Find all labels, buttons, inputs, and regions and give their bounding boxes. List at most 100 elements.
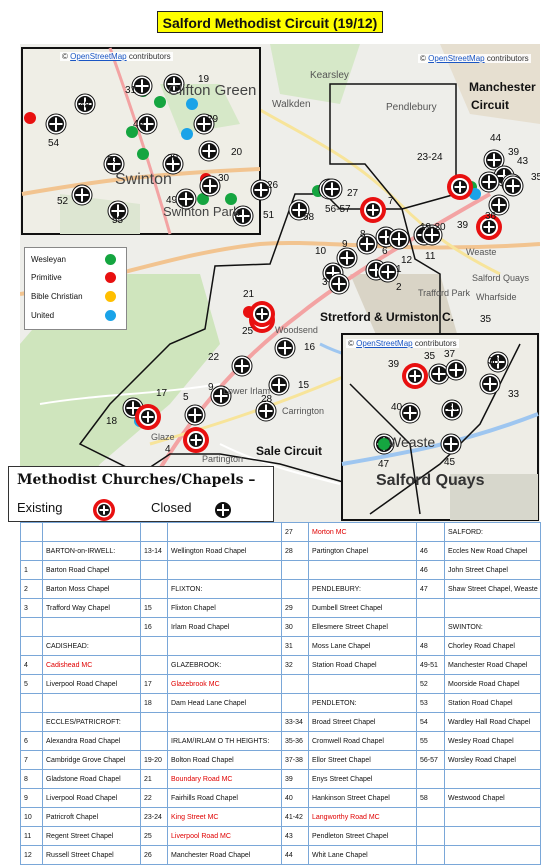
table-cell (167, 522, 282, 542)
chapel-marker-inset[interactable] (71, 184, 93, 206)
chapel-marker-inset[interactable] (440, 433, 462, 455)
chapel-number-label: 22 (208, 352, 220, 363)
table-cell (281, 693, 309, 713)
key-existing-label: Existing (17, 500, 63, 515)
table-cell: Wardley Hall Road Chapel (444, 712, 541, 732)
table-cell: 48 (416, 636, 445, 656)
table-cell: Eccles New Road Chapel (444, 541, 541, 561)
table-cell (20, 617, 43, 637)
chapel-marker[interactable] (336, 247, 358, 269)
chapel-marker[interactable] (377, 261, 399, 283)
chapel-number-label: 53 (107, 155, 119, 166)
chapel-marker-inset[interactable] (198, 140, 220, 162)
chapel-marker[interactable] (135, 404, 161, 430)
table-row: 9 Liverpool Road Chapel 22 Fairhills Road C… (20, 788, 541, 808)
chapel-marker-inset[interactable] (399, 402, 421, 424)
table-cell: 12 (20, 845, 43, 865)
chapel-marker[interactable] (388, 228, 410, 250)
denomination-dot (126, 126, 138, 138)
chapel-number-label: 39 (457, 220, 469, 231)
chapel-number-label: 27 (347, 188, 359, 199)
osm-link[interactable]: OpenStreetMap (428, 54, 485, 63)
chapel-marker-inset[interactable] (479, 373, 501, 395)
chapel-number-label: 35 (531, 172, 540, 183)
denomination-dot (24, 112, 36, 124)
chapel-marker[interactable] (360, 197, 386, 223)
chapel-number-label: 15 (298, 380, 310, 391)
place-label: Kearsley (310, 70, 349, 81)
chapel-marker-inset[interactable] (445, 359, 467, 381)
table-cell: Broad Street Chapel (308, 712, 417, 732)
chapel-number-label: 45 (444, 457, 456, 468)
chapel-marker[interactable] (268, 374, 290, 396)
table-cell: Enys Street Chapel (308, 769, 417, 789)
table-cell (416, 845, 445, 865)
chapel-marker[interactable] (184, 404, 206, 426)
chapel-marker[interactable] (502, 175, 524, 197)
table-cell: 28 (281, 541, 309, 561)
chapel-number-label: 33 (508, 389, 520, 400)
chapel-number-label: 40 (391, 402, 403, 413)
table-row: 27 Morton MC SALFORD: (20, 522, 541, 542)
table-cell: BARTON-on-IRWELL: (42, 541, 141, 561)
table-cell (444, 845, 541, 865)
table-cell: 5 (20, 674, 43, 694)
table-cell (281, 674, 309, 694)
table-cell: 32 (281, 655, 309, 675)
table-cell: CADISHEAD: (42, 636, 141, 656)
table-cell: 31 (281, 636, 309, 656)
table-cell: 49-51 (416, 655, 445, 675)
table-cell (42, 617, 141, 637)
denomination-dot (154, 96, 166, 108)
table-cell (20, 712, 43, 732)
legend-label: Bible Christian (31, 292, 83, 301)
table-cell (140, 522, 168, 542)
chapel-marker[interactable] (478, 171, 500, 193)
chapel-marker-inset[interactable] (199, 175, 221, 197)
chapel-number-label: 37 (444, 349, 456, 360)
table-cell (42, 522, 141, 542)
table-cell: Wellington Road Chapel (167, 541, 282, 561)
table-cell: 27 (281, 522, 309, 542)
table-cell: 17 (140, 674, 168, 694)
table-cell: SALFORD: (444, 522, 541, 542)
denomination-dot (378, 438, 390, 450)
marker-key: Methodist Churches/Chapels – Existing Cl… (8, 466, 274, 522)
map[interactable]: © OpenStreetMap contributors © OpenStree… (20, 44, 540, 522)
legend-swatch-primitive (105, 272, 116, 283)
table-cell: Moorside Road Chapel (444, 674, 541, 694)
chapel-marker-inset[interactable] (402, 363, 428, 389)
legend-swatch-bible-christian (105, 291, 116, 302)
chapel-marker[interactable] (249, 301, 275, 327)
chapel-number-label: 4 (165, 444, 171, 455)
chapel-marker[interactable] (328, 273, 350, 295)
osm-link[interactable]: OpenStreetMap (70, 52, 127, 61)
denomination-dot (197, 193, 209, 205)
table-cell: Liverpool Road MC (167, 826, 282, 846)
chapel-marker[interactable] (183, 427, 209, 453)
table-row: 10 Patricroft Chapel 23-24 King Street MC 41… (20, 807, 541, 827)
chapel-number-label: 30 (167, 153, 179, 164)
table-cell: ECCLES/PATRICROFT: (42, 712, 141, 732)
chapel-marker-inset[interactable] (45, 113, 67, 135)
table-cell: Cadishead MC (42, 655, 141, 675)
circuit-label-sale: Sale Circuit (256, 444, 323, 458)
map-canvas (20, 44, 540, 522)
table-cell (20, 522, 43, 542)
table-row: 3 Trafford Way Chapel 15 Flixton Chapel 29 Du… (20, 598, 541, 618)
table-cell (444, 769, 541, 789)
table-cell: Bolton Road Chapel (167, 750, 282, 770)
chapel-marker[interactable] (274, 337, 296, 359)
osm-link[interactable]: OpenStreetMap (356, 339, 413, 348)
table-cell: 23-24 (140, 807, 168, 827)
chapel-marker[interactable] (231, 355, 253, 377)
place-label: Swinton (115, 171, 172, 188)
table-cell (416, 807, 445, 827)
table-row: 2 Barton Moss Chapel FLIXTON: PENDLEBURY: 47… (20, 579, 541, 599)
chapel-marker[interactable] (321, 178, 343, 200)
table-cell: 39 (281, 769, 309, 789)
table-cell (444, 826, 541, 846)
chapel-marker[interactable] (447, 174, 473, 200)
table-row: 5 Liverpool Road Chapel 17 Glazebrook MC 52 M… (20, 674, 541, 694)
table-cell: FLIXTON: (167, 579, 282, 599)
